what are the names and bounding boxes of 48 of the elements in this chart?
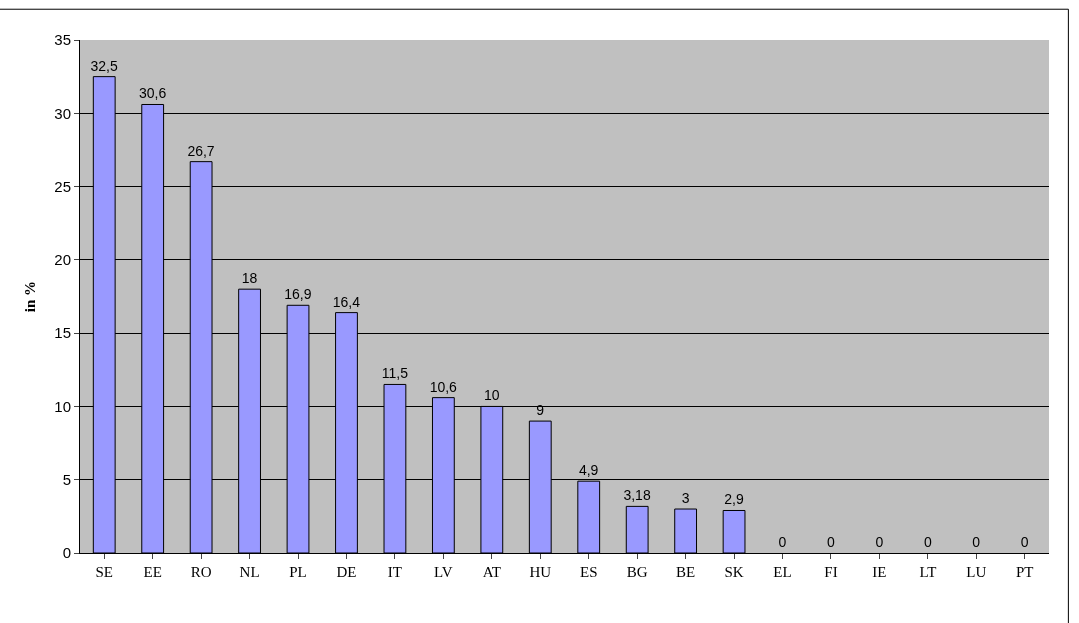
x-tick-label: PT bbox=[1016, 564, 1034, 580]
y-tick-label: 30 bbox=[54, 104, 71, 122]
y-tick-label: 15 bbox=[54, 324, 71, 342]
data-label: 16,9 bbox=[284, 286, 312, 303]
data-label: 10 bbox=[483, 387, 500, 404]
y-axis-title: in % bbox=[21, 280, 38, 313]
x-tick-label: SK bbox=[724, 564, 744, 580]
data-label: 0 bbox=[923, 534, 932, 550]
data-label: 30,6 bbox=[138, 85, 167, 102]
y-tick-label: 20 bbox=[54, 251, 71, 269]
y-tick-label: 0 bbox=[62, 544, 71, 562]
x-tick-label: IT bbox=[387, 564, 403, 580]
x-tick-label: AT bbox=[482, 564, 501, 580]
data-label: 10,6 bbox=[429, 378, 458, 395]
data-label: 18 bbox=[241, 270, 258, 287]
data-label: 16,4 bbox=[332, 293, 361, 310]
data-label: 0 bbox=[1020, 534, 1029, 550]
x-tick-label: BE bbox=[676, 564, 696, 580]
x-tick-label: EL bbox=[773, 564, 792, 580]
y-tick-label: 35 bbox=[54, 31, 71, 49]
data-label: 0 bbox=[826, 534, 835, 550]
data-label: 2,9 bbox=[724, 491, 744, 508]
data-label: 4,9 bbox=[578, 462, 599, 479]
data-label: 0 bbox=[875, 534, 884, 550]
x-tick-label: SE bbox=[95, 564, 113, 580]
x-tick-label: LV bbox=[434, 564, 453, 580]
data-label: 3 bbox=[681, 490, 690, 507]
data-label: 32,5 bbox=[90, 57, 118, 74]
x-tick-label: DE bbox=[336, 564, 357, 580]
x-tick-label: PL bbox=[289, 564, 307, 580]
x-tick-label: LT bbox=[919, 564, 937, 580]
x-tick-label: BG bbox=[626, 564, 648, 580]
data-label: 0 bbox=[778, 534, 787, 550]
data-label: 3,18 bbox=[623, 487, 651, 504]
y-tick-label: 5 bbox=[62, 470, 71, 488]
x-tick-label: FI bbox=[824, 564, 838, 580]
data-label: 26,7 bbox=[187, 142, 215, 159]
y-tick-label: 10 bbox=[54, 397, 71, 415]
x-tick-label: IE bbox=[872, 564, 887, 580]
y-tick-label: 25 bbox=[54, 177, 71, 195]
x-tick-label: EE bbox=[143, 564, 162, 580]
x-tick-label: RO bbox=[190, 564, 212, 580]
x-tick-label: ES bbox=[579, 564, 598, 580]
x-tick-label: HU bbox=[529, 564, 552, 580]
data-label: 11,5 bbox=[381, 365, 409, 382]
data-label: 0 bbox=[972, 534, 981, 550]
x-tick-label: NL bbox=[239, 564, 260, 580]
x-tick-label: LU bbox=[966, 564, 987, 580]
